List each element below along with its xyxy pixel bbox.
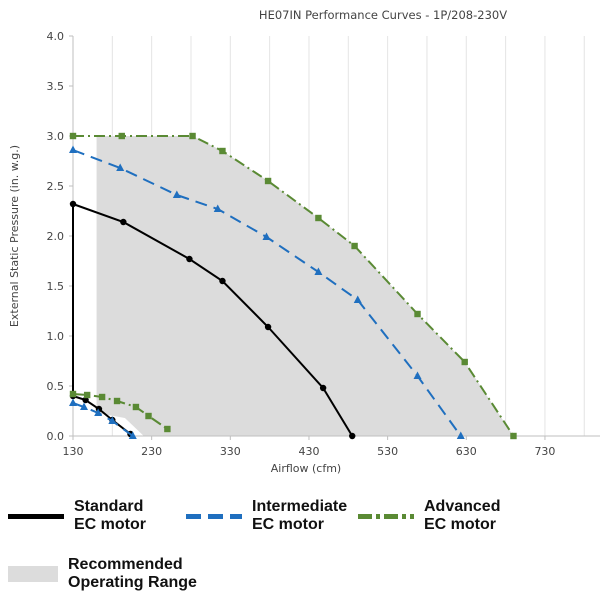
- point-advanced: [351, 242, 358, 250]
- y-tick-label: 3.5: [47, 80, 65, 93]
- legend-swatch-range: [8, 566, 58, 582]
- y-axis-label: External Static Pressure (in. w.g.): [8, 145, 21, 327]
- recommended-range-area: [96, 136, 514, 436]
- point-advanced: [510, 432, 517, 440]
- tick-labels: 0.0 0.5 1.0 1.5 2.0 2.5 3.0 3.5 4.0 130 230 330 430 5…: [47, 30, 556, 458]
- legend-label-advanced-2: EC motor: [424, 516, 496, 533]
- point-advanced: [189, 132, 196, 140]
- series-group: [69, 132, 517, 440]
- point-advanced: [69, 390, 77, 398]
- point-advanced: [113, 397, 121, 405]
- point-intermediate: [116, 163, 125, 171]
- legend-item-intermediate: Intermediate EC motor: [186, 498, 347, 534]
- point-intermediate: [413, 371, 422, 379]
- point-advanced: [164, 425, 171, 433]
- point-intermediate: [69, 145, 77, 153]
- series-advanced-high-line: [73, 135, 515, 437]
- point-standard: [82, 396, 89, 404]
- point-advanced: [118, 132, 125, 140]
- point-standard: [349, 432, 356, 440]
- x-axis-label: Airflow (cfm): [271, 462, 341, 475]
- y-tick-label: 1.5: [47, 280, 65, 293]
- point-standard: [264, 323, 272, 331]
- y-tick-label: 4.0: [47, 30, 65, 43]
- point-standard: [219, 277, 226, 285]
- y-tick-label: 0.0: [47, 430, 65, 443]
- y-tick-label: 2.0: [47, 230, 65, 243]
- point-advanced: [145, 412, 152, 420]
- chart-title: HE07IN Performance Curves - 1P/208-230V: [259, 8, 507, 22]
- x-tick-label: 130: [63, 445, 84, 458]
- x-tick-label: 330: [220, 445, 241, 458]
- legend-label-intermediate-2: EC motor: [252, 516, 324, 533]
- point-advanced: [98, 393, 106, 401]
- legend: Standard EC motor Intermediate EC motor …: [0, 488, 600, 598]
- point-standard: [120, 218, 127, 226]
- point-standard: [186, 255, 193, 263]
- point-intermediate: [314, 267, 323, 275]
- y-tick-label: 0.5: [47, 380, 65, 393]
- legend-label-range-1: Recommended: [68, 556, 183, 573]
- legend-label-intermediate-1: Intermediate: [252, 498, 348, 515]
- point-standard: [319, 384, 327, 392]
- y-tick-label: 2.5: [47, 180, 65, 193]
- legend-label-standard-2: EC motor: [74, 516, 146, 533]
- x-tick-label: 430: [298, 445, 319, 458]
- performance-chart: HE07IN Performance Curves - 1P/208-230V …: [8, 8, 600, 475]
- point-intermediate: [172, 190, 181, 198]
- legend-swatch-standard: [8, 513, 64, 519]
- legend-swatch-advanced: [358, 513, 414, 519]
- point-intermediate: [128, 431, 137, 439]
- legend-swatch-intermediate: [186, 513, 242, 519]
- point-advanced: [132, 403, 140, 411]
- x-tick-label: 730: [534, 445, 555, 458]
- y-tick-label: 1.0: [47, 330, 65, 343]
- point-standard: [69, 200, 77, 208]
- legend-label-range-2: Operating Range: [68, 574, 197, 591]
- legend-item-advanced: Advanced EC motor: [358, 498, 500, 534]
- point-advanced: [414, 310, 421, 318]
- point-advanced: [83, 391, 91, 399]
- point-intermediate: [262, 232, 271, 240]
- point-intermediate: [353, 295, 362, 303]
- point-advanced: [69, 132, 77, 140]
- point-intermediate: [456, 431, 465, 439]
- point-intermediate: [69, 398, 77, 406]
- x-tick-label: 530: [377, 445, 398, 458]
- point-intermediate: [213, 204, 222, 212]
- point-intermediate: [108, 416, 117, 424]
- recommended-range-fill: [96, 136, 514, 436]
- y-tick-label: 3.0: [47, 130, 65, 143]
- legend-item-standard: Standard EC motor: [8, 498, 146, 534]
- point-advanced: [315, 214, 322, 222]
- legend-label-standard-1: Standard: [74, 498, 144, 515]
- point-intermediate: [80, 402, 89, 410]
- point-advanced: [219, 147, 226, 155]
- legend-item-range: Recommended Operating Range: [8, 556, 197, 592]
- x-tick-label: 230: [141, 445, 162, 458]
- point-intermediate: [94, 408, 103, 416]
- legend-label-advanced-1: Advanced: [424, 498, 501, 515]
- point-advanced: [461, 358, 468, 366]
- x-tick-label: 630: [456, 445, 477, 458]
- point-advanced: [264, 177, 272, 185]
